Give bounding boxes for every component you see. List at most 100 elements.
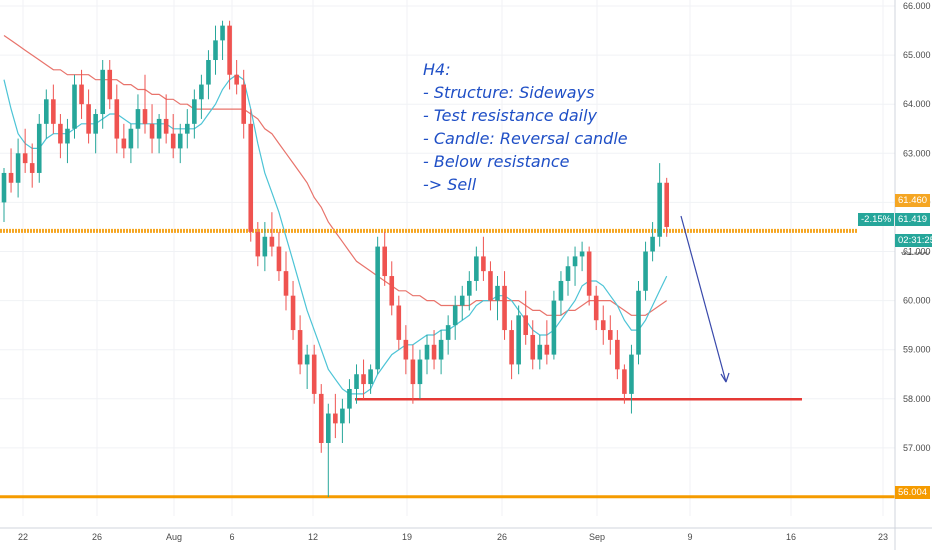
candle-body bbox=[185, 123, 190, 134]
x-tick-label: 16 bbox=[786, 532, 796, 542]
candle bbox=[170, 114, 176, 159]
horizontal-levels[interactable] bbox=[0, 228, 895, 499]
x-tick-label: 9 bbox=[687, 532, 692, 542]
candle-body bbox=[213, 40, 218, 61]
candle-body bbox=[114, 99, 120, 139]
candle-body bbox=[79, 84, 84, 105]
candle bbox=[361, 359, 366, 399]
candle bbox=[523, 290, 528, 345]
candle-body bbox=[558, 280, 564, 301]
candle-body bbox=[269, 236, 275, 247]
support-price-badge: 56.004 bbox=[895, 486, 931, 499]
candle-body bbox=[615, 339, 620, 370]
candle-body bbox=[459, 295, 465, 306]
candle-body bbox=[192, 99, 197, 124]
candle-body bbox=[283, 271, 289, 296]
fast-moving-average-line bbox=[3, 73, 668, 395]
note-line-below: - Below resistance bbox=[423, 152, 570, 171]
candle-body bbox=[382, 246, 387, 277]
candle-body bbox=[572, 256, 578, 267]
sell-arrow-head bbox=[720, 372, 730, 383]
y-tick-label: 58.000 bbox=[903, 394, 931, 404]
candle bbox=[354, 364, 359, 404]
candle-body bbox=[44, 99, 49, 124]
candle bbox=[396, 295, 402, 350]
candle bbox=[516, 305, 521, 375]
analysis-note[interactable]: H4: - Structure: Sideways - Test resista… bbox=[423, 58, 628, 196]
candle-body bbox=[636, 290, 641, 355]
candle bbox=[220, 20, 225, 61]
y-tick-label: 63.000 bbox=[903, 148, 931, 158]
candle bbox=[417, 349, 423, 399]
candle-body bbox=[128, 128, 134, 149]
x-tick-label: 6 bbox=[229, 532, 234, 542]
candle bbox=[459, 285, 465, 321]
candle bbox=[340, 398, 345, 443]
candle bbox=[276, 231, 282, 281]
candle bbox=[636, 280, 641, 365]
grid bbox=[0, 0, 895, 516]
candle-body bbox=[311, 354, 317, 394]
candle-body bbox=[361, 374, 366, 385]
candle bbox=[410, 344, 416, 404]
candle-body bbox=[142, 109, 148, 124]
last-price-badge: 61.419 bbox=[895, 213, 931, 226]
countdown-badge: 02:31:25 bbox=[895, 234, 932, 247]
candle-body bbox=[170, 133, 176, 149]
candle bbox=[199, 74, 204, 119]
candle bbox=[481, 236, 486, 281]
x-tick-label: 26 bbox=[497, 532, 507, 542]
forecast-arrow[interactable] bbox=[680, 215, 730, 383]
candle bbox=[333, 393, 338, 439]
candle bbox=[375, 236, 380, 375]
candle-body bbox=[8, 172, 14, 183]
candle bbox=[206, 50, 211, 100]
candle bbox=[297, 315, 303, 375]
candle-body bbox=[417, 359, 423, 385]
candle bbox=[593, 285, 599, 331]
candle-body bbox=[650, 236, 655, 252]
candle bbox=[79, 69, 84, 119]
candle bbox=[438, 330, 444, 375]
candle bbox=[262, 222, 268, 272]
x-tick-label: 23 bbox=[878, 532, 888, 542]
candle bbox=[467, 271, 472, 311]
candle-body bbox=[177, 133, 183, 149]
candle bbox=[283, 251, 289, 311]
candle bbox=[177, 123, 183, 164]
candle-body bbox=[220, 25, 225, 41]
note-line-timeframe: H4: bbox=[423, 60, 451, 79]
sell-arrow-shaft[interactable] bbox=[680, 215, 727, 383]
candle-body bbox=[657, 182, 662, 237]
candle bbox=[622, 364, 627, 404]
candle-body bbox=[135, 109, 141, 129]
note-line-test: - Test resistance daily bbox=[423, 106, 597, 125]
x-tick-label: 26 bbox=[92, 532, 102, 542]
candle-body bbox=[565, 266, 571, 281]
candle-body bbox=[424, 344, 430, 360]
candle bbox=[15, 138, 21, 198]
candle bbox=[615, 330, 620, 380]
candle bbox=[213, 25, 218, 75]
candle-body bbox=[290, 295, 296, 331]
candle-body bbox=[643, 251, 648, 291]
note-line-structure: - Structure: Sideways bbox=[423, 83, 595, 102]
candle-body bbox=[149, 123, 155, 139]
candle-body bbox=[340, 408, 345, 424]
y-tick-label: 57.000 bbox=[903, 443, 931, 453]
candle bbox=[65, 118, 70, 164]
candle-body bbox=[354, 374, 359, 389]
candle-body bbox=[36, 123, 42, 173]
candle-body bbox=[495, 285, 500, 301]
candle bbox=[135, 94, 141, 149]
candle bbox=[431, 330, 437, 370]
candle-body bbox=[544, 344, 550, 355]
candle-body bbox=[93, 114, 98, 134]
slow-moving-average-line bbox=[3, 35, 668, 316]
candle bbox=[156, 114, 162, 154]
note-line-candle: - Candle: Reversal candle bbox=[423, 129, 628, 148]
candle-body bbox=[438, 339, 444, 360]
candle bbox=[93, 109, 98, 154]
candle bbox=[304, 344, 310, 389]
